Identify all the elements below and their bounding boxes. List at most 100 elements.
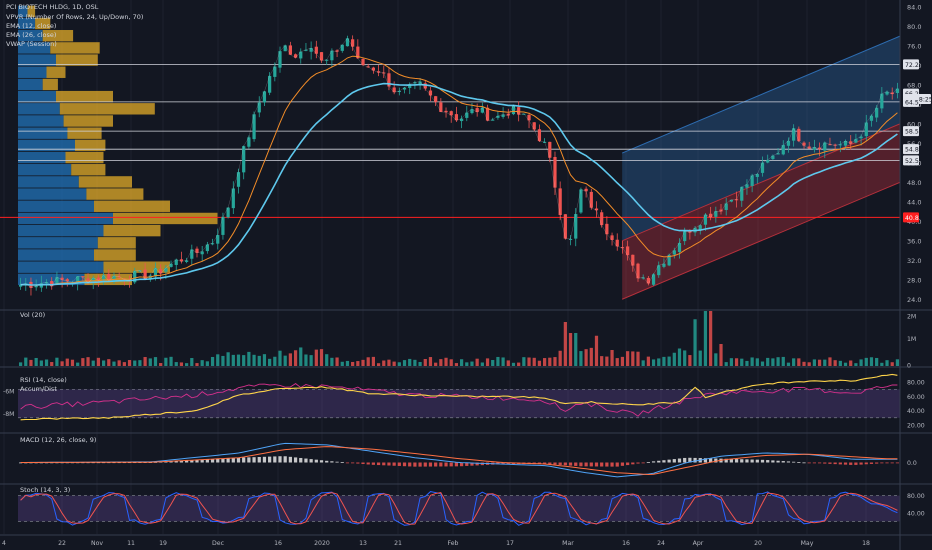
candle-body [345, 38, 350, 47]
volume-bar [205, 361, 209, 366]
volume-bar [527, 357, 531, 366]
macd-histogram-bar [740, 459, 744, 463]
vpvr-up-bar [18, 90, 56, 103]
volume-bar [101, 360, 106, 366]
volume-bar [366, 357, 370, 366]
macd-histogram-bar [413, 462, 417, 467]
stoch-tick-label: 80.00 [907, 493, 925, 500]
candle-body [76, 276, 80, 283]
volume-bar [683, 350, 687, 366]
candle-body [683, 230, 687, 242]
volume-bar [231, 354, 235, 366]
macd-histogram-bar [423, 462, 427, 467]
volume-bar [371, 356, 376, 366]
candle-body [714, 211, 718, 217]
candle-body [579, 189, 583, 213]
volume-bar [91, 360, 95, 366]
candle-body [65, 279, 69, 282]
macd-histogram-bar [875, 462, 879, 464]
volume-bar [304, 354, 308, 366]
ema26-legend: EMA (26, close) [6, 31, 56, 39]
regression-channel-upper [622, 36, 900, 241]
vpvr-up-bar [18, 224, 104, 237]
macd-histogram-bar [672, 459, 676, 463]
macd-histogram-bar [890, 462, 894, 464]
volume-bar [734, 358, 739, 366]
macd-histogram-bar [210, 459, 215, 463]
vpvr-down-bar [63, 115, 113, 127]
price-tick-label: 56.0 [907, 140, 921, 148]
stoch-legend: Stoch (14, 3, 3) [20, 486, 70, 494]
volume-bar [895, 359, 900, 366]
volume-bar [55, 357, 59, 366]
candle-body [890, 92, 894, 95]
volume-bar [729, 358, 733, 366]
volume-bar [44, 359, 49, 366]
regression-channel-line [621, 35, 901, 154]
volume-bar [755, 358, 759, 366]
vwap-line [20, 37, 898, 289]
macd-histogram-bar [724, 458, 728, 463]
macd-histogram-bar [843, 462, 848, 465]
volume-bar [39, 360, 43, 366]
volume-bar [802, 361, 806, 366]
volume-bar [491, 360, 495, 366]
volume-bar [138, 360, 142, 366]
macd-histogram-bar [444, 462, 448, 467]
volume-bar [200, 360, 204, 366]
rsi-tick-label: 20.00 [907, 422, 925, 429]
volume-bar [428, 357, 433, 366]
volume-bar [148, 358, 152, 366]
macd-histogram-bar [283, 456, 287, 463]
volume-bar [568, 333, 573, 366]
volume-bar [76, 362, 80, 366]
macd-histogram-bar [382, 462, 386, 466]
volume-bar [18, 362, 23, 366]
macd-histogram-bar [657, 460, 661, 463]
vpvr-up-bar [18, 139, 75, 152]
volume-bar [760, 361, 765, 366]
volume-bar [319, 349, 324, 366]
macd-histogram-bar [268, 456, 272, 463]
volume-bar [293, 350, 298, 366]
macd-histogram-bar [319, 460, 324, 463]
macd-histogram-bar [766, 460, 770, 463]
candle-body [81, 276, 85, 278]
candle-body [895, 88, 900, 93]
candle-body [662, 263, 666, 267]
candle-body [376, 71, 381, 73]
volume-bar [506, 360, 510, 366]
candle-body [817, 147, 822, 150]
macd-histogram-bar [387, 462, 391, 466]
rsi-band [18, 389, 900, 418]
volume-bar [351, 361, 355, 366]
volume-pane[interactable] [18, 311, 900, 366]
candle-body [864, 122, 868, 137]
volume-bar [449, 359, 453, 366]
candle-body [361, 58, 365, 66]
candle-body [143, 269, 147, 280]
candle-body [96, 277, 101, 281]
volume-bar [143, 357, 147, 366]
candle-body [164, 268, 168, 272]
volume-bar [677, 348, 682, 366]
rsi-tick-label: 60.00 [907, 394, 925, 401]
macd-pane[interactable] [18, 442, 900, 478]
macd-histogram-bar [366, 462, 370, 465]
vpvr-up-bar [18, 237, 98, 249]
price-label-box [903, 212, 919, 223]
candle-body [537, 129, 542, 142]
time-tick-label: 17 [506, 540, 514, 547]
price-tick-label: 80.0 [907, 23, 921, 31]
price-pane[interactable] [0, 5, 901, 300]
candle-body [413, 82, 417, 84]
stoch-pane[interactable] [18, 491, 900, 526]
rsi-pane[interactable] [18, 373, 900, 421]
volume-bar [376, 363, 381, 366]
volume-bar [651, 359, 656, 366]
candle-body [792, 128, 796, 141]
macd-histogram-bar [750, 459, 754, 463]
candle-body [107, 273, 111, 281]
volume-bar [185, 363, 189, 366]
